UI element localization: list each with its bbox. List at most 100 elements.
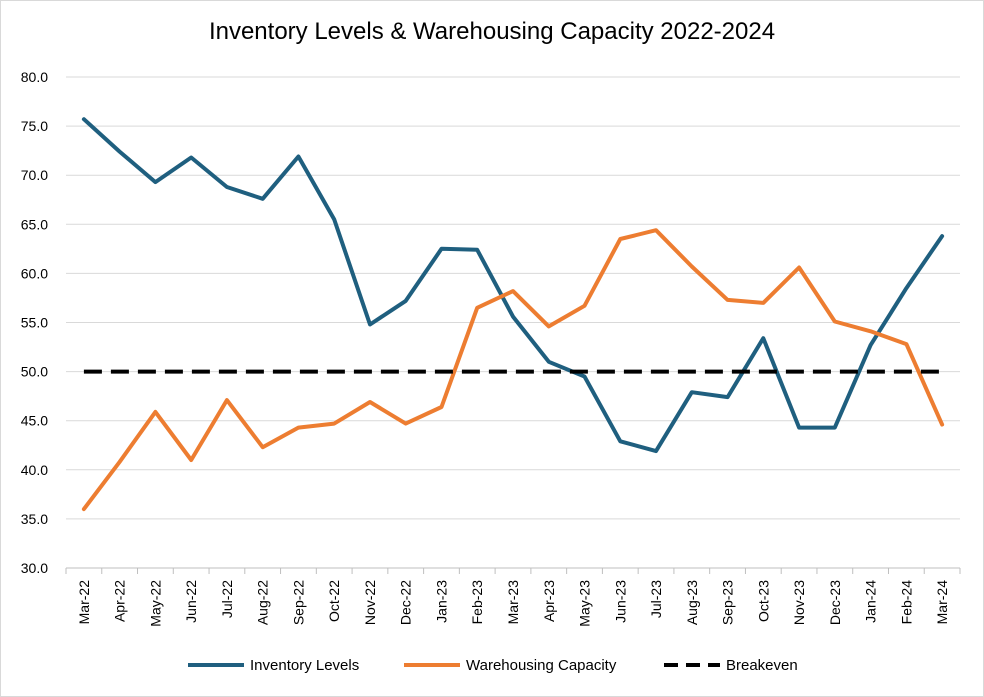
x-tick-label: Mar-23 — [505, 580, 521, 625]
data-point — [189, 370, 193, 374]
data-point — [547, 370, 551, 374]
data-point — [225, 185, 229, 189]
data-point — [547, 324, 551, 328]
legend-item: Inventory Levels — [188, 657, 359, 674]
data-point — [833, 320, 837, 324]
data-point — [118, 370, 122, 374]
data-point — [690, 370, 694, 374]
series-line-warehousing-capacity — [81, 228, 945, 512]
data-point — [475, 248, 479, 252]
data-point — [583, 370, 587, 374]
x-tick-label: Dec-23 — [827, 580, 843, 625]
x-tick-label: Sep-23 — [720, 580, 736, 625]
data-point — [869, 370, 873, 374]
x-tick-label: Oct-22 — [326, 580, 342, 622]
legend-label: Inventory Levels — [250, 657, 359, 674]
data-point — [82, 117, 86, 121]
data-point — [261, 370, 265, 374]
x-tick-label: May-22 — [147, 580, 163, 627]
data-point — [332, 370, 336, 374]
data-point — [368, 322, 372, 326]
x-tick-label: Feb-24 — [898, 580, 914, 625]
x-tick-label: Jun-23 — [612, 580, 628, 623]
data-point — [261, 445, 265, 449]
y-tick-label: 55.0 — [21, 315, 48, 331]
data-point — [404, 422, 408, 426]
x-tick-label: May-23 — [577, 580, 593, 627]
data-point — [296, 370, 300, 374]
legend-label: Breakeven — [726, 657, 798, 674]
data-point — [940, 423, 944, 427]
data-point — [118, 150, 122, 154]
x-tick-label: Dec-22 — [398, 580, 414, 625]
x-tick-label: Jul-23 — [648, 580, 664, 618]
data-point — [368, 370, 372, 374]
data-point — [904, 370, 908, 374]
x-tick-label: Aug-23 — [684, 580, 700, 625]
x-tick-label: Jan-24 — [863, 580, 879, 623]
data-point — [296, 426, 300, 430]
data-point — [654, 228, 658, 232]
x-tick-label: Mar-24 — [934, 580, 950, 625]
data-point — [511, 315, 515, 319]
legend-item: Warehousing Capacity — [404, 657, 617, 674]
series-line-inventory-levels — [81, 117, 945, 454]
data-point — [726, 298, 730, 302]
y-tick-label: 40.0 — [21, 462, 48, 478]
data-point — [940, 370, 944, 374]
data-point — [511, 289, 515, 293]
data-point — [547, 360, 551, 364]
data-point — [332, 217, 336, 221]
data-point — [296, 155, 300, 159]
y-tick-label: 45.0 — [21, 413, 48, 429]
x-tick-label: Jun-22 — [183, 580, 199, 623]
x-axis: Mar-22 Apr-22 May-22 Jun-22 Jul-22 Aug-22 Sep-… — [65, 567, 961, 627]
data-point — [797, 266, 801, 270]
data-point — [904, 286, 908, 290]
y-tick-label: 60.0 — [21, 265, 48, 281]
y-tick-label: 70.0 — [21, 167, 48, 183]
legend-label: Warehousing Capacity — [466, 657, 617, 674]
series-lines — [81, 117, 945, 512]
data-point — [583, 304, 587, 308]
data-point — [833, 370, 837, 374]
y-tick-label: 80.0 — [21, 69, 48, 85]
x-tick-label: Apr-22 — [112, 580, 128, 622]
data-point — [189, 156, 193, 160]
data-point — [439, 405, 443, 409]
x-tick-label: Nov-23 — [791, 580, 807, 625]
data-point — [82, 370, 86, 374]
data-point — [404, 370, 408, 374]
data-point — [404, 299, 408, 303]
data-point — [869, 329, 873, 333]
x-tick-label: Jul-22 — [219, 580, 235, 618]
y-axis: 30.0 35.0 40.0 45.0 50.0 55.0 60.0 65.0 70.0 75.0… — [21, 69, 48, 576]
data-point — [82, 507, 86, 511]
gridlines — [66, 76, 960, 520]
data-point — [940, 234, 944, 238]
data-point — [618, 237, 622, 241]
data-point — [761, 301, 765, 305]
y-tick-label: 75.0 — [21, 118, 48, 134]
chart-title: Inventory Levels & Warehousing Capacity … — [208, 18, 776, 45]
data-point — [439, 247, 443, 251]
x-tick-label: Sep-22 — [290, 580, 306, 625]
data-point — [439, 370, 443, 374]
data-point — [225, 398, 229, 402]
y-tick-label: 35.0 — [21, 511, 48, 527]
data-point — [690, 265, 694, 269]
y-tick-label: 30.0 — [21, 560, 48, 576]
data-point — [618, 370, 622, 374]
data-point — [654, 370, 658, 374]
data-point — [654, 449, 658, 453]
data-point — [511, 370, 515, 374]
x-tick-label: Jan-23 — [433, 580, 449, 623]
x-tick-label: Mar-22 — [76, 580, 92, 625]
data-point — [833, 426, 837, 430]
data-point — [118, 460, 122, 464]
data-point — [153, 410, 157, 414]
data-point — [726, 395, 730, 399]
data-point — [726, 370, 730, 374]
x-tick-label: Aug-22 — [255, 580, 271, 625]
